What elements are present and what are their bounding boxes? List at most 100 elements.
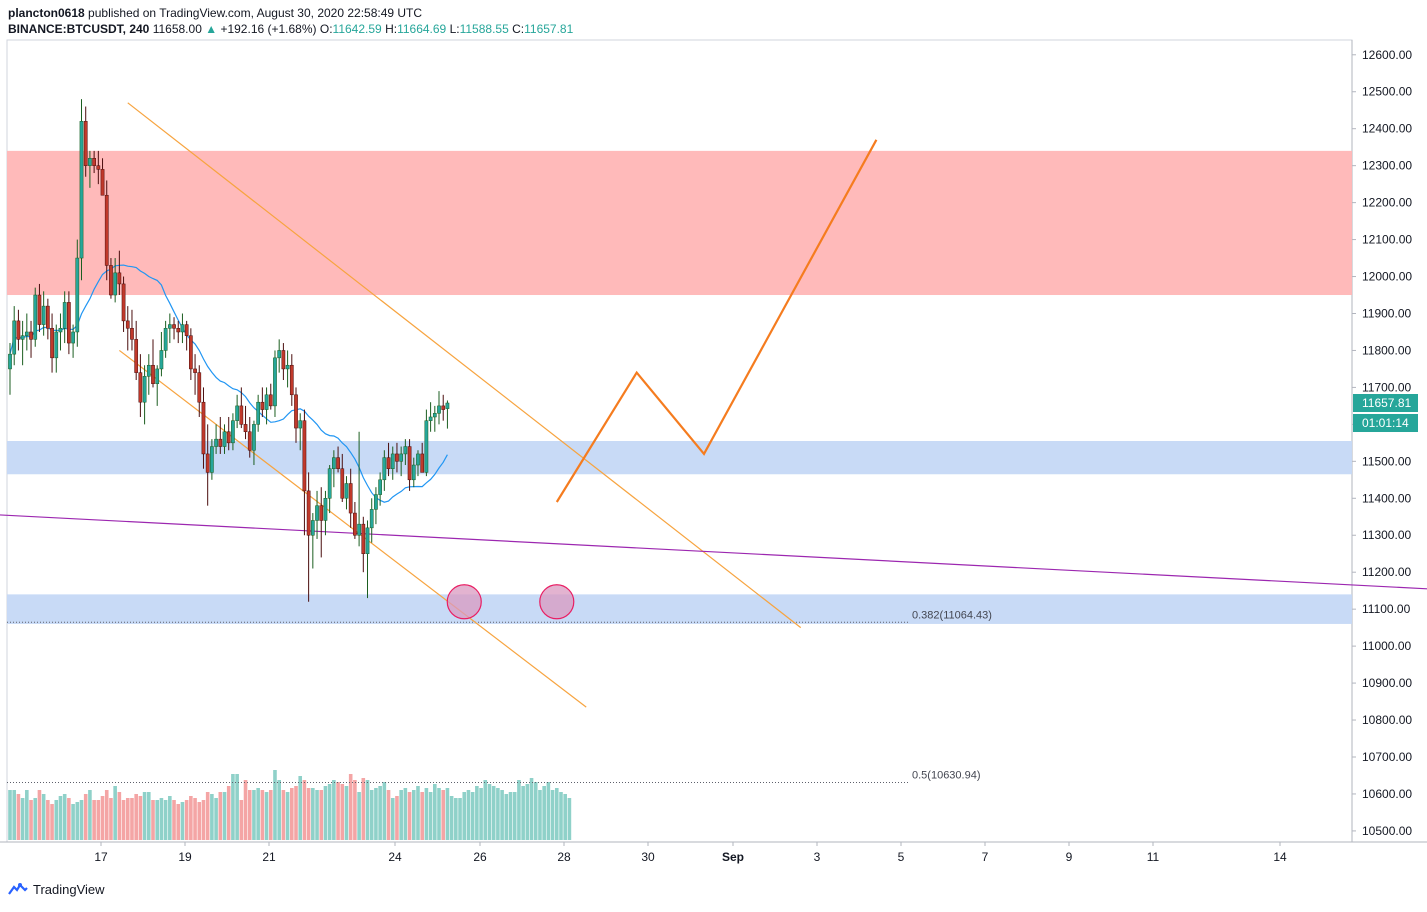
volume-bar [25, 790, 29, 840]
candle [155, 365, 160, 406]
volume-bar [268, 790, 273, 840]
candle-body [374, 494, 378, 510]
candle-body [201, 401, 206, 455]
candle [79, 99, 84, 281]
volume-bar [75, 802, 80, 840]
volume-bar [369, 790, 374, 840]
candle [184, 320, 189, 351]
volume-bar [163, 800, 168, 840]
candle-body [8, 353, 12, 370]
volume-bar [433, 784, 437, 840]
close-value: 11657.81 [524, 22, 574, 36]
candle [62, 291, 67, 344]
volume-bar [559, 792, 563, 840]
volume-bar [567, 798, 572, 840]
candle-body [386, 457, 391, 469]
candle-body [193, 368, 197, 373]
volume-bar [92, 800, 96, 840]
price-tick-label: 12200.00 [1362, 196, 1412, 210]
channel-upper-line [127, 102, 802, 629]
time-tick-label: 7 [982, 850, 989, 864]
candle [24, 313, 29, 351]
volume-bar [193, 798, 197, 840]
volume-bar [109, 798, 113, 840]
volume-bar [20, 798, 25, 840]
tradingview-brand[interactable]: TradingView [33, 881, 105, 897]
candle-body [159, 350, 164, 370]
time-tick-label: 30 [641, 850, 655, 864]
volume-bar [121, 800, 126, 840]
volume-bar [554, 788, 559, 840]
publisher-name[interactable]: plancton0618 [8, 6, 85, 20]
symbol-label[interactable]: BINANCE:BTCUSDT, 240 [8, 22, 150, 36]
volume-bar [79, 800, 84, 840]
candle [117, 250, 122, 296]
volume-bar [88, 790, 92, 840]
candle [222, 424, 227, 454]
candle-body [315, 505, 319, 521]
candle [310, 513, 315, 569]
high-label: H: [385, 22, 398, 36]
candle [12, 306, 17, 366]
volume-bar [319, 790, 324, 840]
volume-bar [96, 800, 101, 840]
volume-bar [117, 792, 122, 840]
volume-bar [33, 798, 38, 840]
price-tick-label: 12300.00 [1362, 159, 1412, 173]
candle-body [134, 339, 139, 373]
volume-bar [290, 788, 294, 840]
volume-bar [517, 780, 521, 840]
price-tick-label: 11100.00 [1362, 602, 1411, 616]
up-arrow-icon: ▲ [205, 22, 218, 36]
candle-body [340, 468, 345, 499]
volume-bar [130, 798, 134, 840]
candle-body [365, 527, 370, 554]
volume-bar [411, 790, 416, 840]
candle [411, 457, 416, 488]
volume-bar [353, 780, 357, 840]
time-tick-label: 21 [262, 850, 276, 864]
volume-bar [336, 782, 340, 840]
volume-bar [58, 796, 63, 840]
candle [327, 465, 332, 514]
volume-bar [247, 790, 252, 840]
time-tick-label: 26 [473, 850, 487, 864]
footer: TradingView [8, 879, 105, 899]
volume-bar [496, 788, 500, 840]
candle [193, 354, 197, 395]
candle [214, 424, 218, 454]
volume-bar [298, 776, 303, 840]
candle-body [289, 364, 294, 396]
volume-bar [479, 788, 483, 840]
candle [361, 516, 366, 573]
candle [256, 394, 261, 432]
candle [424, 409, 429, 477]
volume-bar [67, 798, 71, 840]
time-tick-label: 24 [388, 850, 402, 864]
candle [428, 402, 433, 432]
volume-bar [504, 794, 509, 840]
candle-body [151, 364, 155, 384]
time-tick-label: 17 [94, 850, 108, 864]
candle-body [252, 424, 256, 451]
candle-body [390, 453, 395, 469]
candle-body [264, 394, 269, 410]
volume-bar [344, 786, 349, 840]
volume-bar [226, 786, 231, 840]
volume-bar [273, 770, 277, 840]
volume-bar [8, 790, 12, 840]
publish-info: published on TradingView.com, August 30,… [88, 6, 423, 20]
volume-bar [428, 792, 433, 840]
volume-bar [294, 786, 298, 840]
candle-body [306, 490, 311, 536]
volume-bar [378, 786, 382, 840]
candle-body [226, 431, 231, 444]
candle-body [407, 446, 412, 481]
candle-body [437, 405, 441, 414]
candle [201, 387, 206, 469]
candle-body [231, 420, 235, 444]
candle-body [344, 483, 349, 499]
volume-bar [424, 788, 429, 840]
